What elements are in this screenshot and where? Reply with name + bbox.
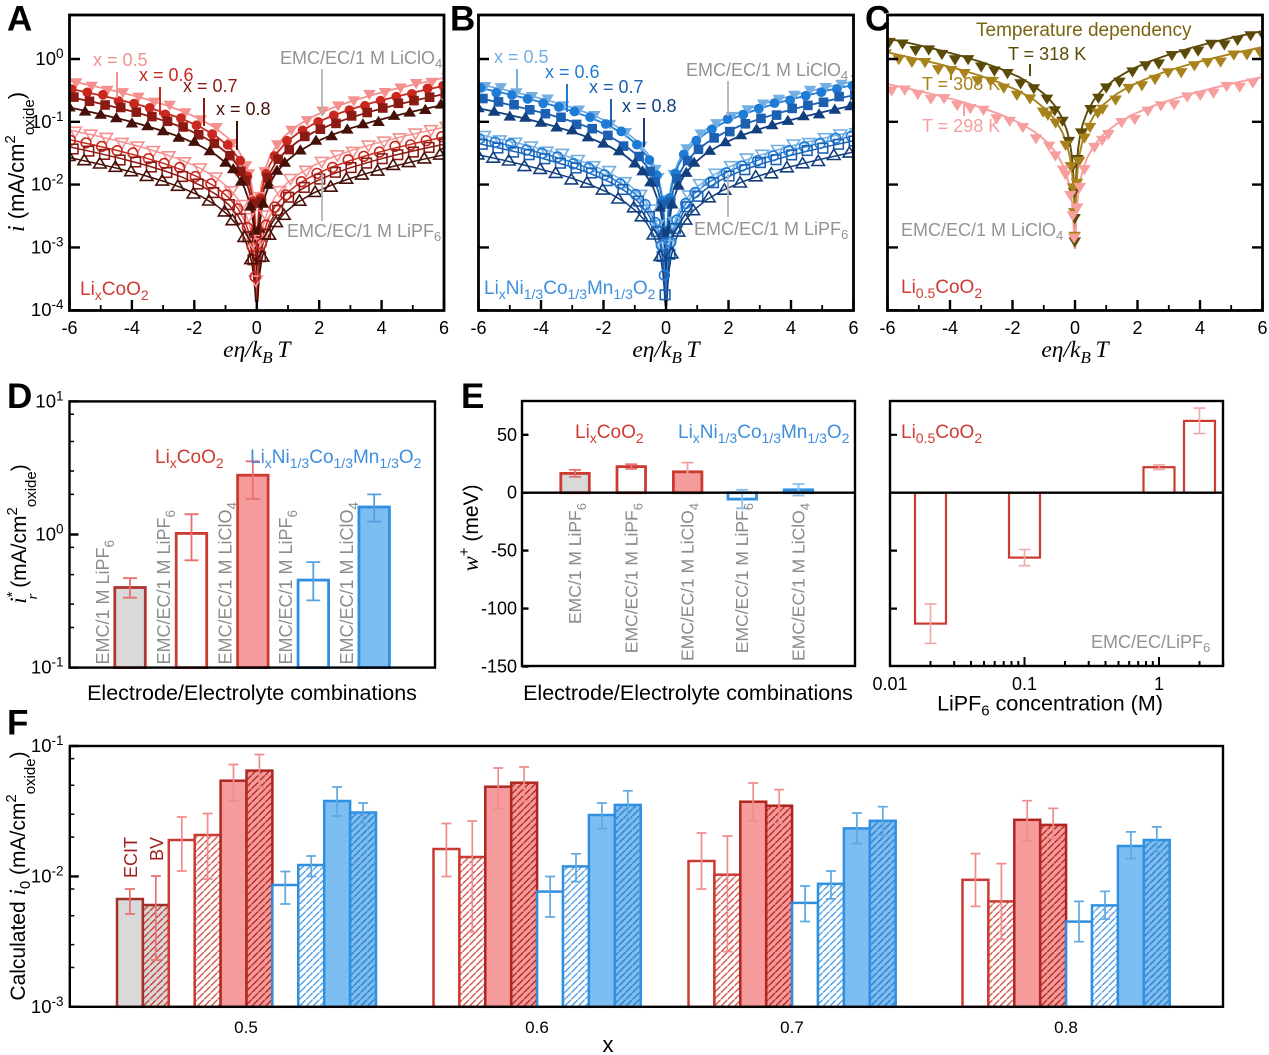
svg-text:Li0.5CoO2: Li0.5CoO2 xyxy=(901,277,982,301)
svg-text:0: 0 xyxy=(507,483,517,503)
svg-text:LiPF6 concentration (M): LiPF6 concentration (M) xyxy=(937,692,1163,720)
svg-text:2: 2 xyxy=(723,318,733,338)
svg-text:LixCoO2: LixCoO2 xyxy=(575,422,644,446)
svg-text:6: 6 xyxy=(1257,318,1267,338)
svg-text:-2: -2 xyxy=(1004,318,1020,338)
svg-text:0: 0 xyxy=(661,318,671,338)
svg-text:T = 298 K: T = 298 K xyxy=(922,116,1000,136)
svg-text:x = 0.7: x = 0.7 xyxy=(183,76,238,96)
svg-text:50: 50 xyxy=(497,425,517,445)
svg-text:w+ (meV): w+ (meV) xyxy=(456,484,483,571)
svg-text:-6: -6 xyxy=(61,318,77,338)
svg-text:F: F xyxy=(7,704,28,743)
svg-text:ECIT: ECIT xyxy=(121,837,141,878)
svg-text:-150: -150 xyxy=(481,657,517,677)
svg-text:x = 0.6: x = 0.6 xyxy=(139,65,194,85)
svg-text:EMC/EC/1 M LiPF6: EMC/EC/1 M LiPF6 xyxy=(694,219,848,242)
svg-text:0.7: 0.7 xyxy=(780,1018,804,1037)
svg-text:4: 4 xyxy=(377,318,387,338)
svg-text:4: 4 xyxy=(1195,318,1205,338)
svg-text:A: A xyxy=(7,0,32,39)
svg-text:x = 0.8: x = 0.8 xyxy=(622,96,677,116)
svg-text:i*r (mA/cm2oxide): i* r (mA/cm2oxide) xyxy=(4,464,41,603)
svg-text:x = 0.7: x = 0.7 xyxy=(589,77,644,97)
svg-text:Temperature dependency: Temperature dependency xyxy=(976,20,1192,41)
svg-text:6: 6 xyxy=(848,318,858,338)
svg-text:BV: BV xyxy=(147,837,167,861)
svg-text:Electrode/Electrolyte combinat: Electrode/Electrolyte combinations xyxy=(523,681,853,705)
svg-text:0: 0 xyxy=(252,318,262,338)
svg-text:1: 1 xyxy=(1154,674,1164,694)
svg-text:T = 308 K: T = 308 K xyxy=(922,74,1000,94)
svg-text:-2: -2 xyxy=(186,318,202,338)
svg-text:B: B xyxy=(450,0,475,39)
svg-text:-6: -6 xyxy=(470,318,486,338)
svg-text:0.5: 0.5 xyxy=(234,1018,258,1037)
svg-text:EMC/EC/LiPF6: EMC/EC/LiPF6 xyxy=(1091,632,1210,655)
svg-text:-4: -4 xyxy=(124,318,140,338)
svg-text:E: E xyxy=(461,377,484,416)
svg-text:0.1: 0.1 xyxy=(1012,674,1037,694)
svg-text:0.8: 0.8 xyxy=(1054,1018,1078,1037)
svg-text:x = 0.8: x = 0.8 xyxy=(216,99,271,119)
svg-text:eη/kB T: eη/kB T xyxy=(632,337,701,367)
svg-text:0.01: 0.01 xyxy=(872,674,907,694)
svg-text:EMC/EC/1 M LiClO4: EMC/EC/1 M LiClO4 xyxy=(280,48,442,71)
svg-text:C: C xyxy=(865,0,890,39)
svg-text:-4: -4 xyxy=(942,318,958,338)
svg-text:Electrode/Electrolyte combinat: Electrode/Electrolyte combinations xyxy=(87,681,417,705)
svg-text:-2: -2 xyxy=(595,318,611,338)
svg-text:LixCoO2: LixCoO2 xyxy=(155,447,224,471)
svg-text:-50: -50 xyxy=(491,541,517,561)
svg-text:4: 4 xyxy=(786,318,796,338)
svg-text:LixCoO2: LixCoO2 xyxy=(80,279,149,303)
svg-text:0.6: 0.6 xyxy=(525,1018,549,1037)
svg-text:x = 0.5: x = 0.5 xyxy=(494,47,549,67)
svg-text:x = 0.5: x = 0.5 xyxy=(93,50,148,70)
svg-text:2: 2 xyxy=(314,318,324,338)
svg-text:eη/kB T: eη/kB T xyxy=(223,337,292,367)
svg-text:LixNi1/3Co1/3Mn1/3O2: LixNi1/3Co1/3Mn1/3O2 xyxy=(484,278,656,302)
svg-text:2: 2 xyxy=(1132,318,1142,338)
svg-text:-4: -4 xyxy=(533,318,549,338)
svg-text:6: 6 xyxy=(439,318,449,338)
svg-text:LixNi1/3Co1/3Mn1/3O2: LixNi1/3Co1/3Mn1/3O2 xyxy=(250,447,422,471)
svg-text:eη/kB T: eη/kB T xyxy=(1041,337,1110,367)
svg-text:Li0.5CoO2: Li0.5CoO2 xyxy=(901,422,982,446)
svg-text:-6: -6 xyxy=(879,318,895,338)
svg-text:EMC/EC/1 M LiClO4: EMC/EC/1 M LiClO4 xyxy=(686,60,848,83)
svg-text:0: 0 xyxy=(1070,318,1080,338)
svg-text:x = 0.6: x = 0.6 xyxy=(545,62,600,82)
svg-text:x: x xyxy=(603,1032,614,1055)
svg-text:D: D xyxy=(7,377,32,416)
svg-text:-100: -100 xyxy=(481,599,517,619)
svg-text:EMC/EC/1 M LiPF6: EMC/EC/1 M LiPF6 xyxy=(287,221,441,244)
svg-text:EMC/EC/1 M LiClO4: EMC/EC/1 M LiClO4 xyxy=(901,220,1063,243)
svg-text:T = 318 K: T = 318 K xyxy=(1008,44,1086,64)
